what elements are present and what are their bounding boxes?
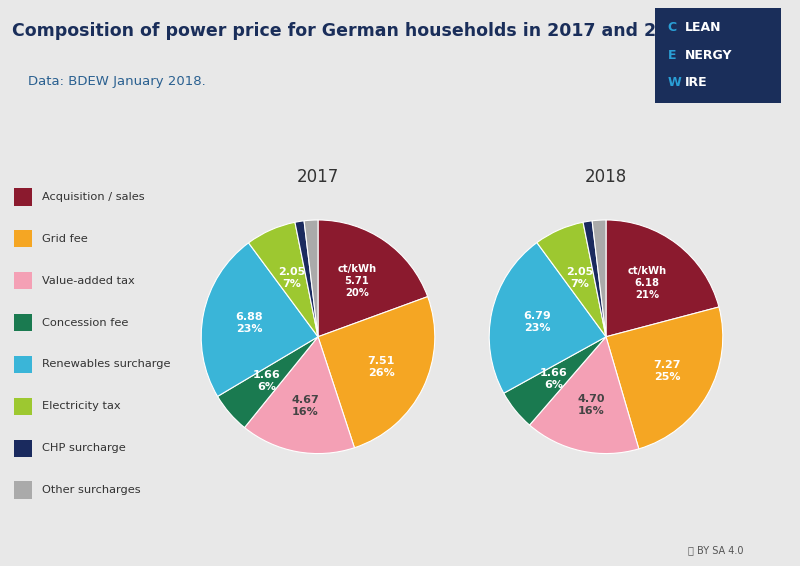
Text: ct/kWh
5.71
20%: ct/kWh 5.71 20%: [338, 264, 376, 298]
Text: W: W: [668, 76, 682, 89]
Bar: [14, 314, 32, 331]
Text: 7.27
25%: 7.27 25%: [654, 360, 681, 382]
Text: Composition of power price for German households in 2017 and 2018.: Composition of power price for German ho…: [12, 22, 699, 40]
Text: NERGY: NERGY: [685, 49, 733, 62]
Wedge shape: [295, 221, 318, 337]
Text: Renewables surcharge: Renewables surcharge: [42, 359, 170, 370]
Bar: [14, 482, 32, 499]
Text: 1.66
6%: 1.66 6%: [539, 368, 567, 391]
Wedge shape: [318, 220, 428, 337]
Text: 6.79
23%: 6.79 23%: [524, 311, 551, 333]
Text: E: E: [668, 49, 676, 62]
Text: 7.51
26%: 7.51 26%: [367, 357, 394, 378]
Text: ct/kWh
6.18
21%: ct/kWh 6.18 21%: [628, 266, 667, 300]
Wedge shape: [530, 337, 638, 453]
Text: 2.05
7%: 2.05 7%: [566, 267, 594, 289]
Wedge shape: [537, 222, 606, 337]
Bar: [14, 230, 32, 247]
Text: CHP surcharge: CHP surcharge: [42, 443, 126, 453]
Text: Other surcharges: Other surcharges: [42, 485, 140, 495]
Wedge shape: [583, 221, 606, 337]
Text: Value-added tax: Value-added tax: [42, 276, 134, 286]
Title: 2017: 2017: [297, 169, 339, 186]
Text: C: C: [668, 21, 677, 34]
Text: 1.66
6%: 1.66 6%: [253, 370, 281, 392]
Text: Ⓒ BY SA 4.0: Ⓒ BY SA 4.0: [688, 545, 744, 555]
Text: Grid fee: Grid fee: [42, 234, 87, 244]
Text: Concession fee: Concession fee: [42, 318, 128, 328]
Text: 4.70
16%: 4.70 16%: [578, 395, 605, 416]
Bar: [14, 188, 32, 205]
Text: Data: BDEW January 2018.: Data: BDEW January 2018.: [28, 75, 206, 88]
Wedge shape: [318, 297, 434, 448]
Wedge shape: [218, 337, 318, 427]
Wedge shape: [202, 243, 318, 396]
Wedge shape: [249, 222, 318, 337]
Text: 4.67
16%: 4.67 16%: [291, 395, 319, 417]
Text: IRE: IRE: [685, 76, 708, 89]
Text: 6.88
23%: 6.88 23%: [235, 312, 263, 334]
Wedge shape: [490, 243, 606, 393]
Text: Acquisition / sales: Acquisition / sales: [42, 192, 144, 202]
Text: 2.05
7%: 2.05 7%: [278, 267, 306, 289]
Wedge shape: [245, 337, 354, 453]
Wedge shape: [606, 307, 722, 449]
Text: Electricity tax: Electricity tax: [42, 401, 120, 411]
Wedge shape: [606, 220, 719, 337]
Bar: [14, 398, 32, 415]
Bar: [14, 440, 32, 457]
Bar: [14, 356, 32, 373]
Wedge shape: [504, 337, 606, 425]
Text: LEAN: LEAN: [685, 21, 722, 34]
Title: 2018: 2018: [585, 169, 627, 186]
Wedge shape: [592, 220, 606, 337]
Wedge shape: [304, 220, 318, 337]
Bar: [14, 272, 32, 289]
